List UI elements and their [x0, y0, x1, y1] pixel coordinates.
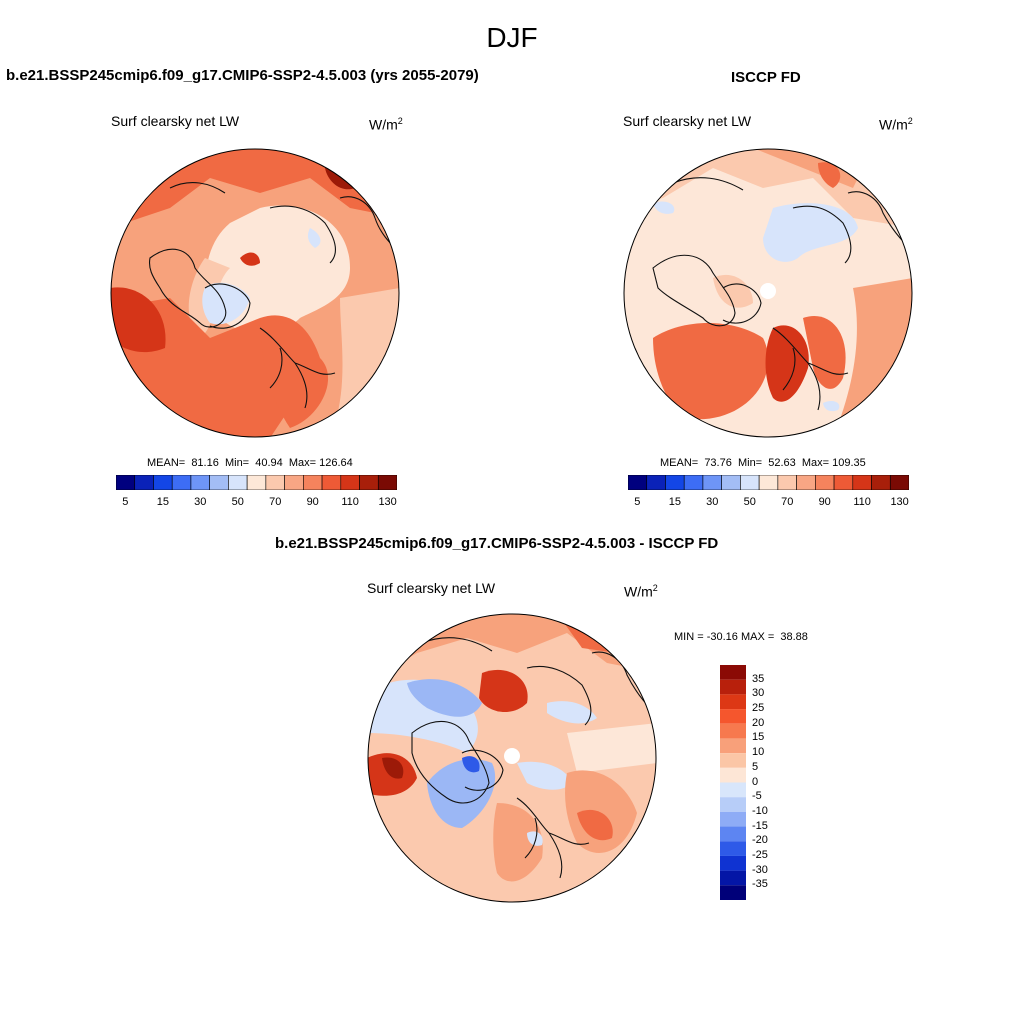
model-colorbar-box	[359, 475, 379, 490]
obs-polar-map	[623, 148, 913, 438]
obs-colorbar-tick-label: 110	[853, 496, 871, 508]
model-colorbar-ticks: 5 15 30 50 70 90 110 130	[116, 496, 397, 510]
obs-colorbar-box	[740, 475, 760, 490]
obs-colorbar-tick-label: 30	[706, 496, 719, 508]
diff-colorbar-box	[720, 811, 746, 827]
obs-colorbar-box	[852, 475, 872, 490]
diff-colorbar-tick-label: 10	[752, 746, 765, 759]
obs-colorbar-box	[683, 475, 704, 490]
diff-colorbar-box	[720, 826, 746, 842]
model-colorbar-box	[246, 475, 267, 490]
model-colorbar-box	[171, 475, 192, 490]
model-colorbar-box	[321, 475, 342, 490]
model-colorbar-box	[209, 475, 229, 490]
obs-colorbar	[628, 475, 909, 490]
model-colorbar-box	[265, 475, 285, 490]
diff-colorbar-box	[720, 679, 746, 695]
obs-colorbar-tick-label: 70	[781, 496, 794, 508]
diff-colorbar-box	[720, 855, 746, 871]
diff-colorbar-box	[720, 767, 746, 783]
diff-colorbar-box	[720, 723, 746, 739]
diff-colorbar-box	[720, 870, 746, 886]
obs-colorbar-box	[758, 475, 779, 490]
model-colorbar-box	[228, 475, 248, 490]
diff-colorbar-tick-label: -35	[752, 878, 768, 891]
obs-colorbar-box	[815, 475, 835, 490]
diff-colorbar-tick-label: 0	[752, 775, 759, 788]
model-colorbar-box	[116, 475, 136, 490]
obs-colorbar-box	[628, 475, 648, 490]
obs-variable-label: Surf clearsky net LW	[623, 113, 752, 129]
model-colorbar-box	[303, 475, 323, 490]
diff-variable-label: Surf clearsky net LW	[367, 580, 496, 596]
diff-colorbar-tick-label: 35	[752, 672, 765, 685]
model-colorbar-tick-label: 5	[122, 496, 129, 508]
model-colorbar-tick-label: 15	[156, 496, 169, 508]
diff-stats: MIN = -30.16 MAX = 38.88	[674, 631, 808, 643]
obs-colorbar-box	[665, 475, 685, 490]
model-colorbar-box	[134, 475, 154, 490]
model-colorbar-tick-label: 110	[341, 496, 359, 508]
model-colorbar-box	[153, 475, 173, 490]
obs-colorbar-tick-label: 50	[743, 496, 756, 508]
diff-colorbar-tick-label: 30	[752, 687, 765, 700]
diff-colorbar-tick-label: -30	[752, 863, 768, 876]
obs-colorbar-tick-label: 130	[890, 496, 909, 508]
model-colorbar-box	[377, 475, 397, 490]
diff-colorbar-tick-label: -5	[752, 790, 762, 803]
obs-colorbar-box	[721, 475, 741, 490]
model-colorbar-box	[284, 475, 304, 490]
diff-colorbar-box	[720, 738, 746, 754]
obs-colorbar-box	[796, 475, 816, 490]
diff-colorbar-box	[720, 709, 746, 724]
obs-panel-title: ISCCP FD	[731, 69, 801, 86]
diff-colorbar-tick-label: 5	[752, 760, 759, 773]
diff-colorbar	[720, 665, 746, 900]
model-units-label: W/m2	[369, 116, 403, 133]
model-colorbar-tick-label: 50	[231, 496, 244, 508]
model-polar-map	[110, 148, 400, 438]
diff-colorbar-tick-label: 20	[752, 716, 765, 729]
diff-colorbar-tick-label: -25	[752, 848, 768, 861]
model-colorbar-tick-label: 70	[269, 496, 282, 508]
diff-colorbar-box	[720, 841, 746, 856]
obs-colorbar-box	[702, 475, 722, 490]
diff-colorbar-box	[720, 665, 746, 680]
diff-polar-map	[367, 613, 657, 903]
model-colorbar-box	[190, 475, 210, 490]
diff-colorbar-tick-label: -20	[752, 834, 768, 847]
model-colorbar-tick-label: 30	[194, 496, 207, 508]
model-stats: MEAN= 81.16 Min= 40.94 Max= 126.64	[147, 457, 353, 469]
model-colorbar-tick-label: 130	[378, 496, 397, 508]
diff-colorbar-box	[720, 753, 746, 768]
diff-colorbar-box	[720, 797, 746, 812]
model-colorbar	[116, 475, 397, 490]
diff-panel-title: b.e21.BSSP245cmip6.f09_g17.CMIP6-SSP2-4.…	[275, 535, 719, 552]
obs-colorbar-box	[777, 475, 797, 490]
diff-colorbar-box	[720, 782, 746, 798]
obs-colorbar-box	[871, 475, 891, 490]
obs-units-label: W/m2	[879, 116, 913, 133]
model-colorbar-box	[340, 475, 360, 490]
obs-colorbar-tick-label: 5	[634, 496, 641, 508]
obs-colorbar-tick-label: 90	[818, 496, 831, 508]
diff-colorbar-ticks: 35 30 25 20 15 10 5 0 -5 -10 -15 -20 -25 -30 -35	[752, 665, 792, 900]
obs-colorbar-box	[646, 475, 666, 490]
diff-colorbar-tick-label: -10	[752, 804, 768, 817]
diff-colorbar-tick-label: 15	[752, 731, 765, 744]
obs-colorbar-box	[833, 475, 854, 490]
obs-colorbar-box	[889, 475, 909, 490]
obs-colorbar-ticks: 5 15 30 50 70 90 110 130	[628, 496, 909, 510]
model-colorbar-tick-label: 90	[306, 496, 319, 508]
obs-stats: MEAN= 73.76 Min= 52.63 Max= 109.35	[660, 457, 866, 469]
season-title: DJF	[486, 22, 538, 53]
obs-colorbar-tick-label: 15	[668, 496, 681, 508]
diff-colorbar-tick-label: 25	[752, 702, 765, 715]
diff-colorbar-box	[720, 885, 746, 900]
model-variable-label: Surf clearsky net LW	[111, 113, 240, 129]
diff-colorbar-box	[720, 694, 746, 710]
diff-colorbar-tick-label: -15	[752, 819, 768, 832]
diff-units-label: W/m2	[624, 583, 658, 600]
model-panel-title: b.e21.BSSP245cmip6.f09_g17.CMIP6-SSP2-4.…	[6, 67, 479, 84]
